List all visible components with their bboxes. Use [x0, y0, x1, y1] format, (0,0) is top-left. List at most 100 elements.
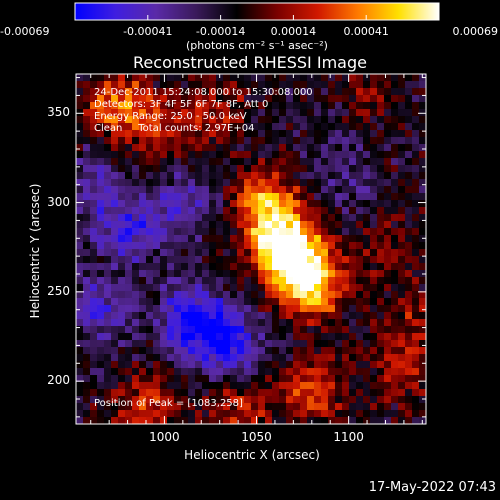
heatmap-cell [104, 382, 112, 390]
heatmap-cell [90, 193, 98, 201]
heatmap-cell [153, 95, 161, 103]
heatmap-cell [104, 144, 112, 152]
heatmap-cell [251, 263, 259, 271]
heatmap-cell [377, 326, 385, 334]
heatmap-cell [272, 417, 280, 424]
heatmap-cell [132, 354, 140, 362]
heatmap-cell [300, 375, 308, 383]
heatmap-cell [370, 193, 378, 201]
heatmap-cell [398, 277, 406, 285]
heatmap-cell [405, 284, 413, 292]
heatmap-cell [272, 333, 280, 341]
heatmap-cell [293, 214, 301, 222]
heatmap-cell [230, 298, 238, 306]
heatmap-cell [244, 270, 252, 278]
heatmap-cell [279, 354, 287, 362]
heatmap-cell [111, 333, 119, 341]
heatmap-cell [398, 305, 406, 313]
heatmap-cell [356, 305, 364, 313]
heatmap-cell [76, 228, 84, 236]
heatmap-cell [146, 235, 154, 243]
heatmap-cell [153, 228, 161, 236]
heatmap-cell [419, 130, 426, 138]
heatmap-cell [391, 284, 399, 292]
heatmap-cell [307, 102, 315, 110]
heatmap-cell [111, 417, 119, 424]
heatmap-cell [83, 284, 91, 292]
heatmap-cell [293, 186, 301, 194]
heatmap-cell [342, 193, 350, 201]
heatmap-cell [356, 144, 364, 152]
heatmap-cell [419, 354, 426, 362]
heatmap-cell [300, 312, 308, 320]
heatmap-cell [405, 151, 413, 159]
heatmap-cell [363, 368, 371, 376]
heatmap-cell [335, 74, 343, 82]
heatmap-cell [209, 130, 217, 138]
heatmap-cell [363, 207, 371, 215]
heatmap-cell [195, 291, 203, 299]
heatmap-cell [293, 312, 301, 320]
heatmap-cell [160, 361, 168, 369]
heatmap-cell [237, 263, 245, 271]
heatmap-cell [293, 361, 301, 369]
heatmap-cell [83, 200, 91, 208]
heatmap-cell [251, 95, 259, 103]
heatmap-cell [349, 298, 357, 306]
heatmap-cell [405, 193, 413, 201]
heatmap-cell [356, 186, 364, 194]
heatmap-cell [223, 361, 231, 369]
heatmap-cell [398, 291, 406, 299]
heatmap-cell [258, 291, 266, 299]
heatmap-cell [342, 130, 350, 138]
heatmap-cell [125, 340, 133, 348]
heatmap-cell [300, 130, 308, 138]
heatmap-cell [209, 354, 217, 362]
heatmap-cell [104, 179, 112, 187]
heatmap-cell [321, 326, 329, 334]
heatmap-cell [279, 179, 287, 187]
heatmap-cell [258, 158, 266, 166]
heatmap-cell [244, 291, 252, 299]
heatmap-cell [118, 186, 126, 194]
heatmap-cell [118, 354, 126, 362]
heatmap-cell [328, 123, 336, 131]
heatmap-cell [90, 242, 98, 250]
heatmap-cell [391, 179, 399, 187]
heatmap-cell [237, 95, 245, 103]
heatmap-cell [111, 396, 119, 404]
heatmap-cell [272, 130, 280, 138]
heatmap-cell [328, 319, 336, 327]
heatmap-cell [216, 102, 224, 110]
heatmap-cell [244, 305, 252, 313]
heatmap-cell [370, 242, 378, 250]
heatmap-cell [223, 284, 231, 292]
heatmap-cell [398, 347, 406, 355]
heatmap-cell [83, 305, 91, 313]
heatmap-cell [349, 165, 357, 173]
heatmap-cell [216, 221, 224, 229]
heatmap-cell [293, 249, 301, 257]
heatmap-cell [160, 284, 168, 292]
heatmap-cell [174, 312, 182, 320]
heatmap-cell [237, 333, 245, 341]
heatmap-cell [139, 354, 147, 362]
heatmap-cell [356, 284, 364, 292]
heatmap-cell [419, 382, 426, 390]
heatmap-cell [146, 305, 154, 313]
heatmap-cell [104, 102, 112, 110]
heatmap-cell [391, 235, 399, 243]
heatmap-cell [258, 263, 266, 271]
heatmap-cell [104, 88, 112, 96]
heatmap-cell [398, 165, 406, 173]
heatmap-cell [146, 256, 154, 264]
heatmap-cell [188, 242, 196, 250]
heatmap-cell [265, 102, 273, 110]
heatmap-cell [83, 172, 91, 180]
heatmap-cell [384, 389, 392, 397]
heatmap-cell [237, 417, 245, 424]
heatmap-cell [76, 333, 84, 341]
heatmap-cell [244, 221, 252, 229]
heatmap-cell [97, 158, 105, 166]
heatmap-cell [356, 326, 364, 334]
